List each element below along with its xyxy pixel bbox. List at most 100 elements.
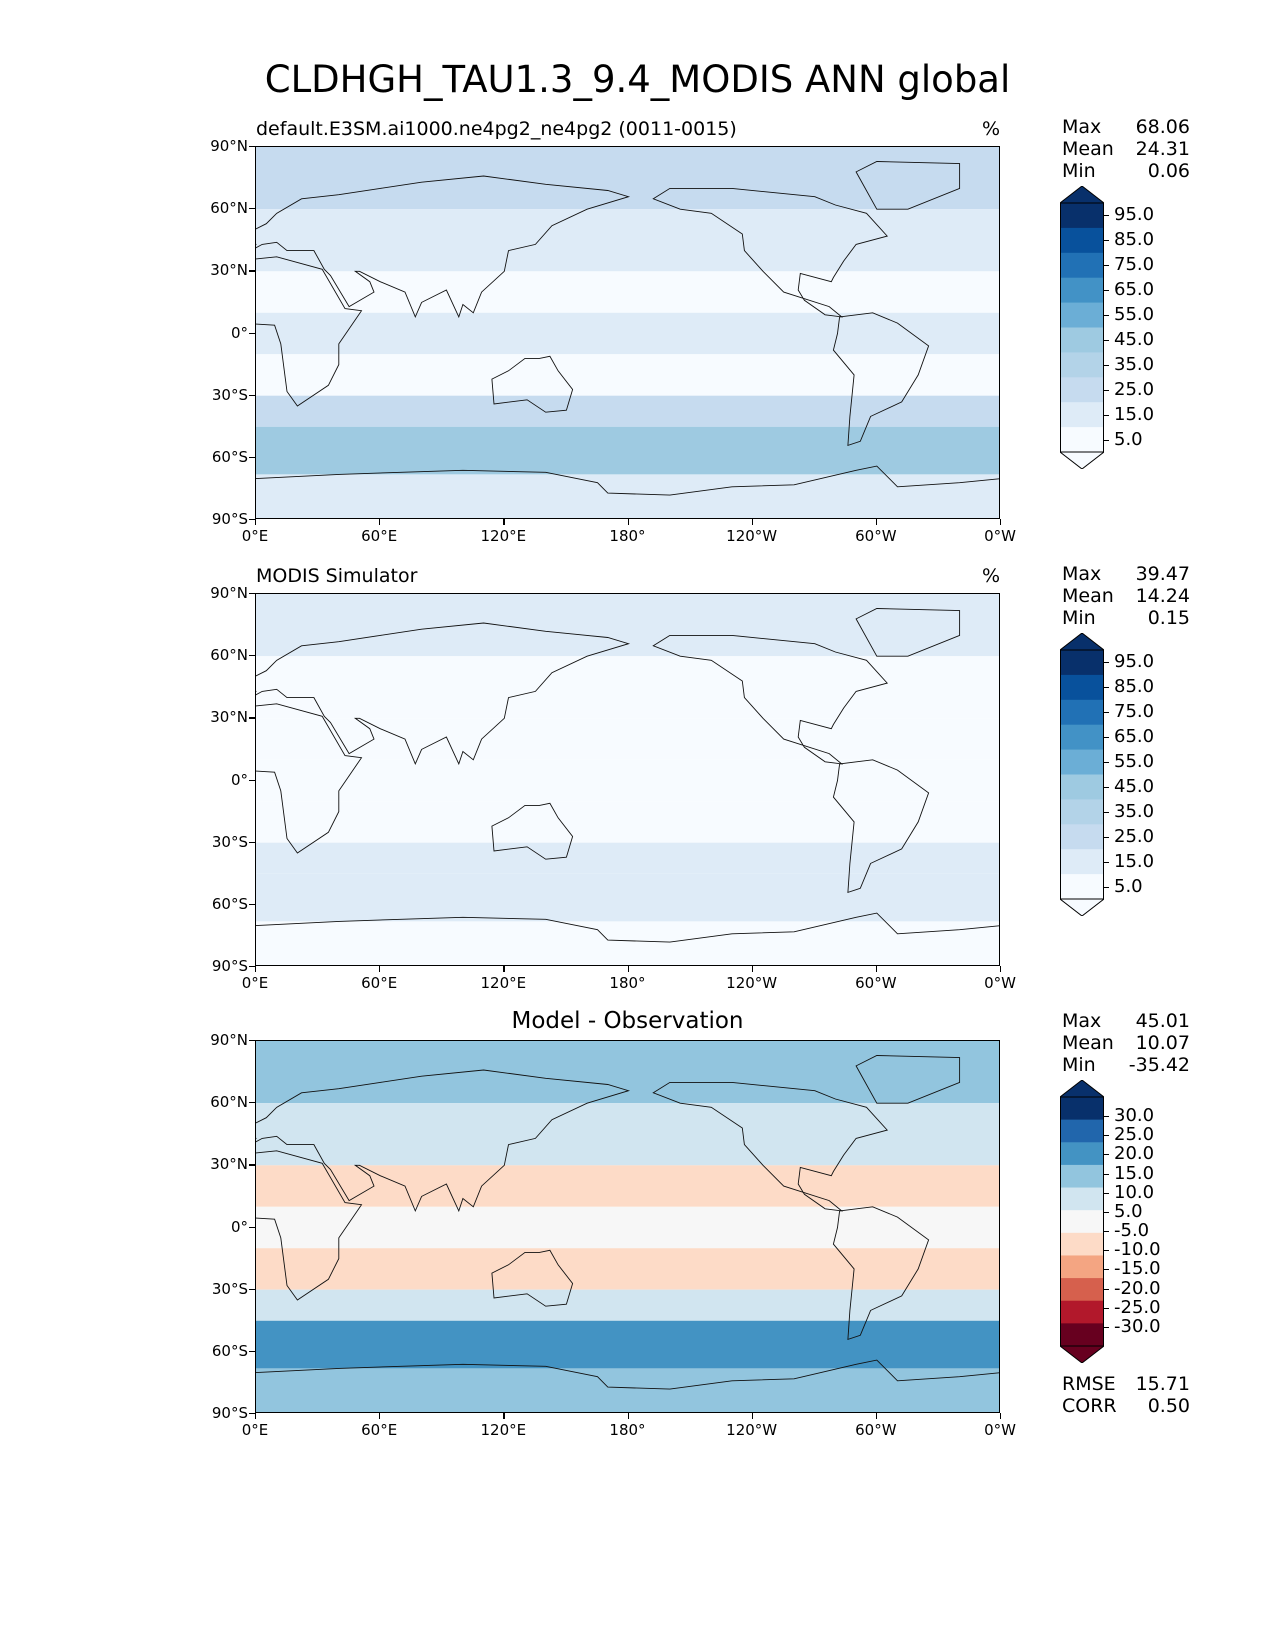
stat-value: 0.15 [1147,607,1190,629]
colorbar-tick [1104,414,1109,416]
colorbar-label: 65.0 [1114,279,1155,301]
stat-value: 0.50 [1147,1395,1190,1417]
south-america-outline [832,1206,930,1341]
stat-value: 45.01 [1135,1010,1190,1032]
colorbar-svg [1058,632,1106,917]
y-tick-mark [249,593,255,595]
stat-label: Min [1062,607,1096,629]
zonal-band [256,1289,999,1321]
y-tick-mark [249,1040,255,1042]
y-tick-label: 60°S [211,894,248,913]
y-tick-mark [249,779,255,781]
y-tick-mark [249,1226,255,1228]
x-tick-label: 0°W [984,527,1016,545]
colorbar-segment [1060,724,1104,751]
colorbar-segment [1060,1119,1104,1143]
colorbar-tick [1104,1326,1109,1328]
zonal-band [256,1165,999,1207]
north-america-outline [652,187,889,318]
greenland-outline [855,1055,961,1104]
x-tick-label: 60°W [855,527,897,545]
colorbar-tick [1104,712,1109,714]
zonal-band [256,759,999,802]
colorbar-label: 20.0 [1114,1143,1155,1165]
stat-max: Max 68.06 [1062,116,1190,138]
colorbar-outline [1060,202,1104,453]
colorbar-segment [1060,699,1104,726]
zonal-band [256,594,999,657]
colorbar-segment [1060,674,1104,701]
colorbar-tick [1104,1288,1109,1290]
x-tick-mark [751,519,753,525]
colorbar-segment [1060,1300,1104,1324]
x-tick-label: 60°E [361,527,398,545]
x-tick-label: 180° [609,527,646,545]
y-tick-label: 30°N [210,708,248,727]
colorbar-label: 5.0 [1114,1200,1143,1222]
x-tick-mark [379,519,381,525]
colorbar-tick [1104,1173,1109,1175]
colorbar-label: 5.0 [1114,428,1143,450]
y-tick-mark [249,208,255,210]
colorbar-label: 85.0 [1114,229,1155,251]
south-america-outline [832,759,930,894]
x-tick-mark [875,966,878,972]
stat-value: 39.47 [1135,563,1190,585]
stat-max: Max 45.01 [1062,1010,1190,1032]
x-tick-label: 120°W [726,1421,778,1439]
colorbar-tick [1104,737,1109,739]
colorbar-segment [1060,427,1104,453]
colorbar-extend-top [1058,1079,1106,1098]
zonal-band [256,426,999,475]
stat-label: Mean [1062,1032,1114,1054]
colorbar-label: 75.0 [1114,701,1155,723]
zonal-band [256,801,999,843]
colorbar-extend-bottom [1058,451,1106,470]
colorbar-tick [1104,315,1109,317]
y-tick-mark [249,1164,255,1166]
south-america-outline [832,312,930,447]
stat-rmse: RMSE 15.71 [1062,1373,1190,1395]
eurasia-outline [256,622,631,766]
x-tick-label: 180° [609,1421,646,1439]
x-tick-label: 120°W [726,974,778,992]
x-tick-label: 0°W [984,974,1016,992]
stat-min: Min 0.06 [1062,160,1190,182]
zonal-band [256,209,999,272]
colorbar-tick [1104,1231,1109,1233]
x-tick-label: 120°W [726,527,778,545]
colorbar-segment [1060,1323,1104,1347]
colorbar-label: 55.0 [1114,304,1155,326]
colorbar-tick [1104,1250,1109,1252]
colorbar-label: 95.0 [1114,651,1155,673]
zonal-band [256,271,999,313]
colorbar-label: 45.0 [1114,775,1155,797]
colorbar-segment [1060,799,1104,825]
map-frame [255,593,1000,966]
colorbar-label: -5.0 [1114,1220,1150,1242]
x-tick-label: 0°E [241,527,269,545]
stats-block: Max 68.06 Mean 24.31 Min 0.06 [1062,116,1190,182]
stat-value: 10.07 [1135,1032,1190,1054]
stat-corr: CORR 0.50 [1062,1395,1190,1417]
zonal-band [256,842,999,874]
coastlines [256,161,999,496]
extra-stats-block: RMSE 15.71 CORR 0.50 [1062,1373,1190,1417]
colorbar-segment [1060,1210,1104,1234]
x-tick-mark [255,519,257,525]
colorbar-label: 15.0 [1114,403,1155,425]
colorbar-tick [1104,1192,1109,1194]
colorbar-tick [1104,762,1109,764]
y-tick-label: 90°N [210,584,248,602]
colorbar-label: 95.0 [1114,204,1155,226]
x-tick-mark [503,1413,505,1419]
zonal-band [256,474,999,518]
colorbar-tick [1104,339,1109,341]
colorbar-tick [1104,240,1109,242]
australia-outline [491,355,574,413]
colorbar-segment [1060,1255,1104,1279]
y-tick-label: 90°S [211,957,248,975]
colorbar-segment [1060,849,1104,875]
